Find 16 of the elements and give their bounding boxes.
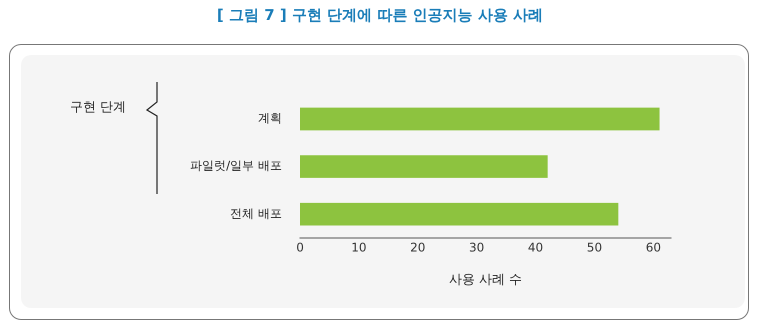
x-tick-label: 40: [528, 240, 544, 254]
bar: [300, 202, 618, 226]
x-tick-label: 50: [586, 240, 602, 254]
chart-title: [ 그림 7 ] 구현 단계에 따른 인공지능 사용 사례: [216, 6, 544, 25]
x-tick-label: 0: [296, 240, 304, 254]
x-tick-label: 60: [646, 240, 661, 254]
y-tick-label: 전체 배포: [230, 206, 282, 220]
bar: [300, 108, 660, 130]
y-tick-label: 파일럿/일부 배포: [190, 158, 282, 173]
x-tick-label: 10: [351, 240, 367, 254]
y-tick-label: 계획: [258, 111, 282, 126]
x-tick-label: 30: [469, 240, 484, 254]
y-axis-title: 구현 단계: [70, 99, 126, 116]
x-tick-label: 20: [410, 240, 426, 254]
bar: [300, 155, 548, 178]
x-axis-title: 사용 사례 수: [448, 272, 522, 288]
